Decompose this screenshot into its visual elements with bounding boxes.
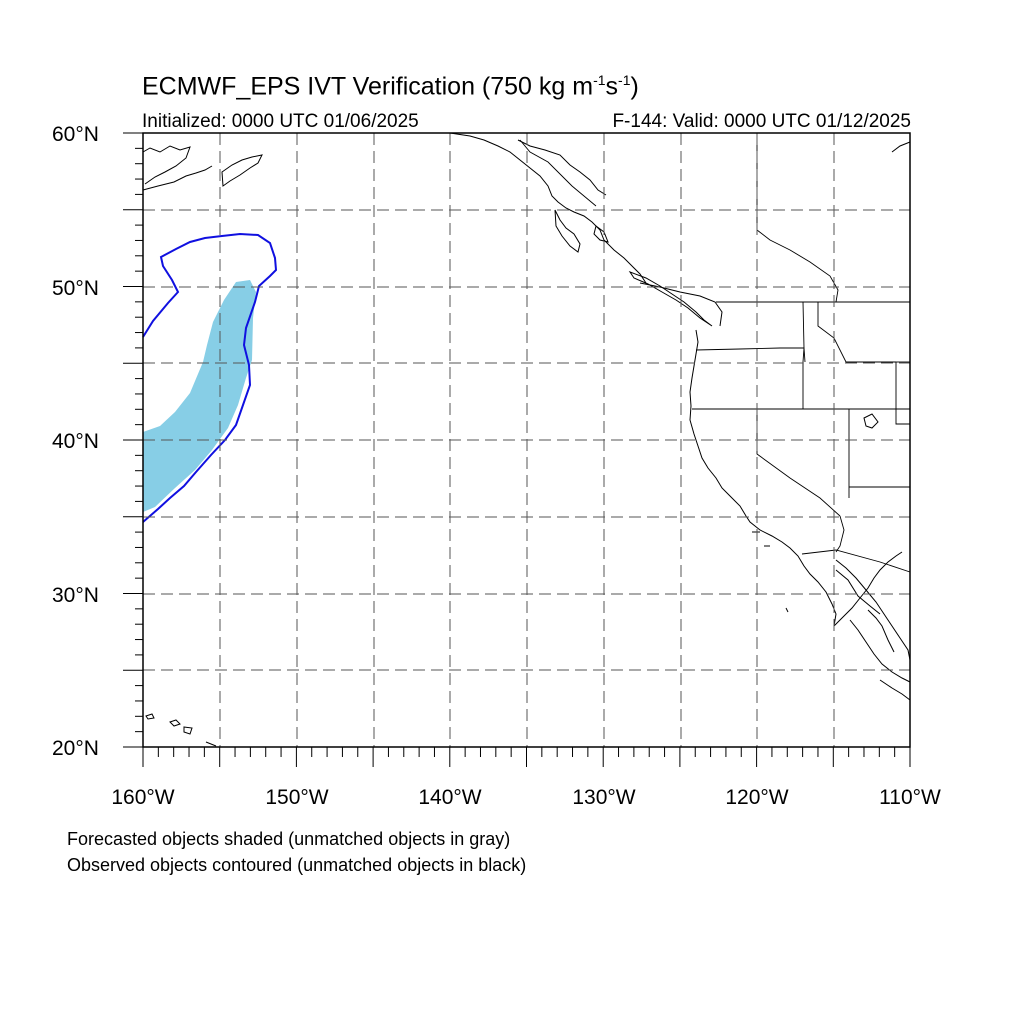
lon-label: 150°W: [265, 786, 328, 809]
forecast-ivt-object: [143, 280, 256, 512]
lat-label: 40°N: [52, 430, 99, 453]
initialized-label: Initialized: 0000 UTC 01/06/2025: [142, 111, 419, 132]
lon-label: 160°W: [111, 786, 174, 809]
figure-notes: Forecasted objects shaded (unmatched obj…: [67, 826, 526, 878]
lon-label: 140°W: [418, 786, 481, 809]
observed-note: Observed objects contoured (unmatched ob…: [67, 855, 527, 875]
lon-label: 130°W: [572, 786, 635, 809]
lon-label: 110°W: [879, 786, 941, 809]
lat-labels: 60°N 50°N 40°N 30°N 20°N: [52, 123, 99, 760]
coastlines: [142, 132, 911, 747]
observed-ivt-contour: [142, 232, 278, 523]
political-boundaries: [519, 133, 911, 573]
graticule: [143, 133, 910, 747]
lat-label: 20°N: [52, 737, 99, 760]
valid-time-label: F-144: Valid: 0000 UTC 01/12/2025: [612, 111, 911, 132]
forecast-note: Forecasted objects shaded (unmatched obj…: [67, 829, 511, 849]
lat-label: 60°N: [52, 123, 99, 146]
lon-label: 120°W: [725, 786, 788, 809]
lat-label: 30°N: [52, 584, 99, 607]
lat-label: 50°N: [52, 277, 99, 300]
axis-ticks: [123, 132, 911, 767]
lon-labels: 160°W 150°W 140°W 130°W 120°W 110°W: [111, 786, 941, 809]
figure-title: ECMWF_EPS IVT Verification (750 kg m-1s-…: [142, 72, 639, 101]
